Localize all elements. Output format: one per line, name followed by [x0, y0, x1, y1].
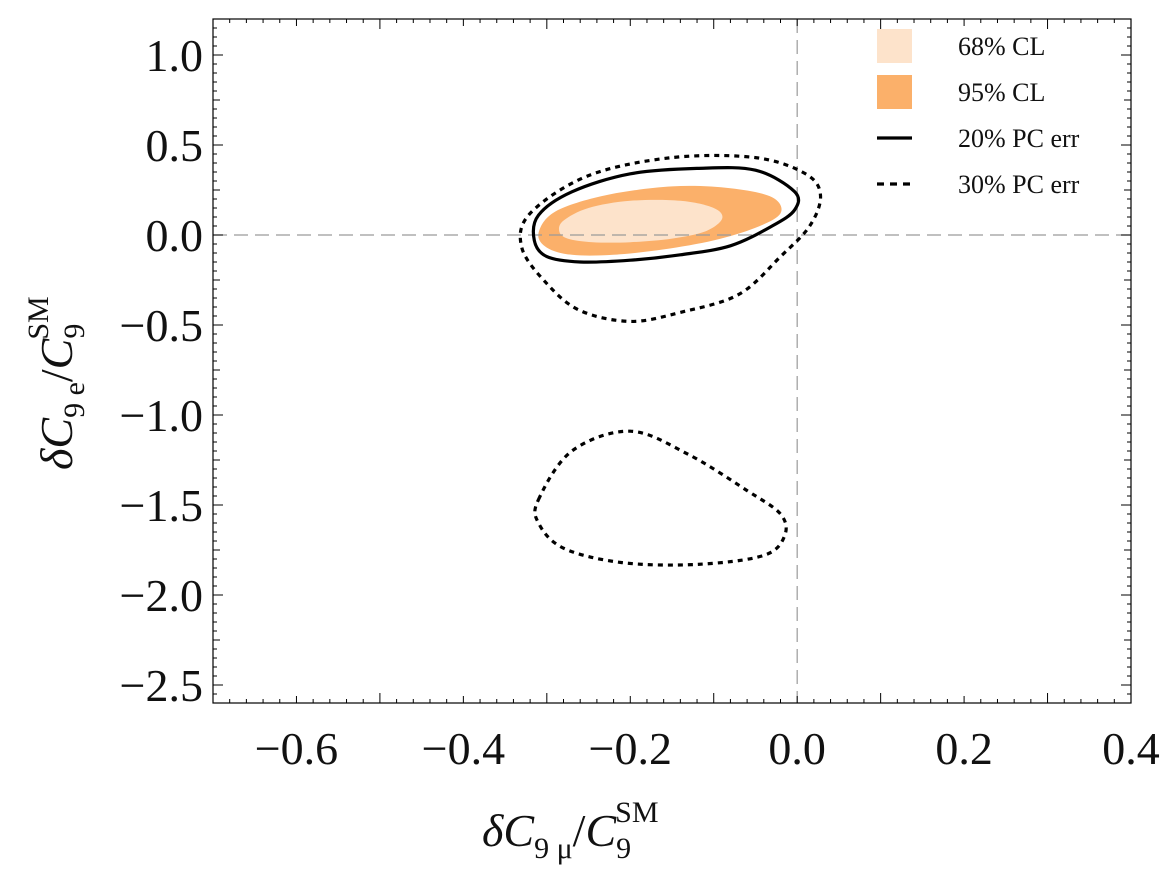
y-tick-labels: 1.0 0.5 0.0 −0.5 −1.0 −1.5 −2.0 −2.5 — [120, 30, 203, 711]
legend-label: 95% CL — [958, 78, 1045, 107]
legend-swatch — [877, 29, 912, 63]
x-axis-label: δC9 μ/C9SM — [482, 796, 659, 865]
contour-20-pc-err — [531, 166, 801, 264]
y-tick-label: 0.0 — [146, 210, 204, 261]
legend-entry: 20% PC err — [877, 124, 1080, 153]
axis-ticks — [212, 18, 1132, 704]
y-tick-label: −1.5 — [120, 480, 203, 531]
x-tick-label: 0.0 — [768, 723, 826, 774]
confidence-regions — [538, 185, 782, 256]
reference-lines — [213, 19, 1131, 703]
y-tick-label: −2.0 — [120, 570, 203, 621]
x-tick-label: 0.2 — [935, 723, 993, 774]
y-tick-label: 0.5 — [146, 120, 204, 171]
legend-label: 68% CL — [958, 32, 1045, 61]
legend-entry: 30% PC err — [877, 170, 1080, 199]
region-68-cl — [558, 199, 723, 243]
plot-frame — [212, 18, 1132, 704]
y-axis-label: δC9 e/C9SM — [22, 296, 91, 470]
y-tick-label: −0.5 — [120, 300, 203, 351]
legend-swatch — [877, 75, 912, 109]
y-tick-label: −1.0 — [120, 390, 203, 441]
x-tick-label: −0.6 — [255, 723, 338, 774]
x-tick-label: 0.4 — [1102, 723, 1160, 774]
legend-entry: 68% CL — [877, 29, 1045, 63]
y-tick-label: 1.0 — [146, 30, 204, 81]
legend-label: 30% PC err — [958, 170, 1080, 199]
legend-label: 20% PC err — [958, 124, 1080, 153]
pc-error-contours — [518, 153, 823, 567]
legend-entry: 95% CL — [877, 75, 1045, 109]
x-tick-labels: −0.6 −0.4 −0.2 0.0 0.2 0.4 — [255, 723, 1160, 774]
legend: 68% CL 95% CL 20% PC err 30% PC err — [877, 29, 1080, 199]
x-tick-label: −0.2 — [589, 723, 672, 774]
y-tick-label: −2.5 — [120, 660, 203, 711]
x-tick-label: −0.4 — [422, 723, 505, 774]
contour-30-pc-err-lower — [533, 429, 788, 567]
